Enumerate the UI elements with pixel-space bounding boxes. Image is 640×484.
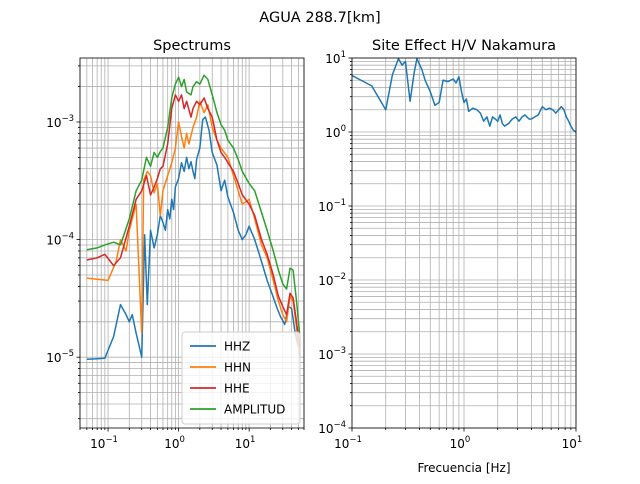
- legend-box: [181, 331, 301, 425]
- hv-ytick-label: 100: [325, 124, 346, 140]
- spectrums-series-line-hhz: [86, 116, 300, 361]
- hv-xtick-label: 101: [562, 435, 583, 451]
- legend-label: HHZ: [224, 340, 250, 354]
- spectrums-legend: HHZ HHN HHE AMPLITUD: [181, 331, 301, 425]
- hv-ytick-label: 10−2: [318, 272, 346, 288]
- hv-xtick-label: 10−1: [334, 435, 362, 451]
- spectrums-frame: [79, 57, 305, 429]
- hv-ytick-label: 10−1: [318, 198, 346, 214]
- spectrums-xtick-label: 10−1: [90, 435, 118, 451]
- hv-ytick-label: 101: [325, 50, 346, 66]
- hv-grid: [351, 57, 577, 429]
- spectrums-ytick-label: 10−5: [46, 349, 74, 365]
- hv-title: Site Effect H/V Nakamura: [372, 38, 556, 54]
- legend-label: HHE: [224, 382, 250, 396]
- figure-suptitle: AGUA 288.7[km]: [259, 10, 380, 26]
- spectrums-ticks: 10−1 100 101 10−5 10−4 10−3: [46, 65, 305, 451]
- hv-panel: Site Effect H/V Nakamura 10−1 100 10110−41…: [318, 38, 582, 475]
- hv-lines: [352, 58, 576, 133]
- spectrums-lines: [86, 74, 301, 361]
- spectrums-series-line-amplitud: [86, 74, 301, 334]
- spectrums-ytick-label: 10−4: [46, 232, 74, 248]
- hv-ytick-label: 10−3: [318, 346, 346, 362]
- spectrums-title: Spectrums: [153, 38, 231, 54]
- hv-series-line-0: [352, 58, 576, 133]
- hv-xlabel: Frecuencia [Hz]: [417, 461, 510, 475]
- legend-label: AMPLITUD: [224, 403, 285, 417]
- hv-ticks: 10−1 100 101 10−4 10−3 10−2 10−1 100 101: [318, 50, 582, 451]
- legend-label: HHN: [224, 361, 251, 375]
- hv-xtick-label: 100: [450, 435, 471, 451]
- spectrums-xtick-label: 100: [164, 435, 185, 451]
- spectrums-ytick-label: 10−3: [46, 114, 74, 130]
- spectrums-series-line-hhe: [86, 94, 301, 348]
- hv-ytick-label: 10−4: [318, 420, 346, 436]
- spectrums-xtick-label: 101: [235, 435, 256, 451]
- spectrums-series-line-hhn: [86, 100, 301, 358]
- spectrums-axes-frame: [79, 57, 305, 429]
